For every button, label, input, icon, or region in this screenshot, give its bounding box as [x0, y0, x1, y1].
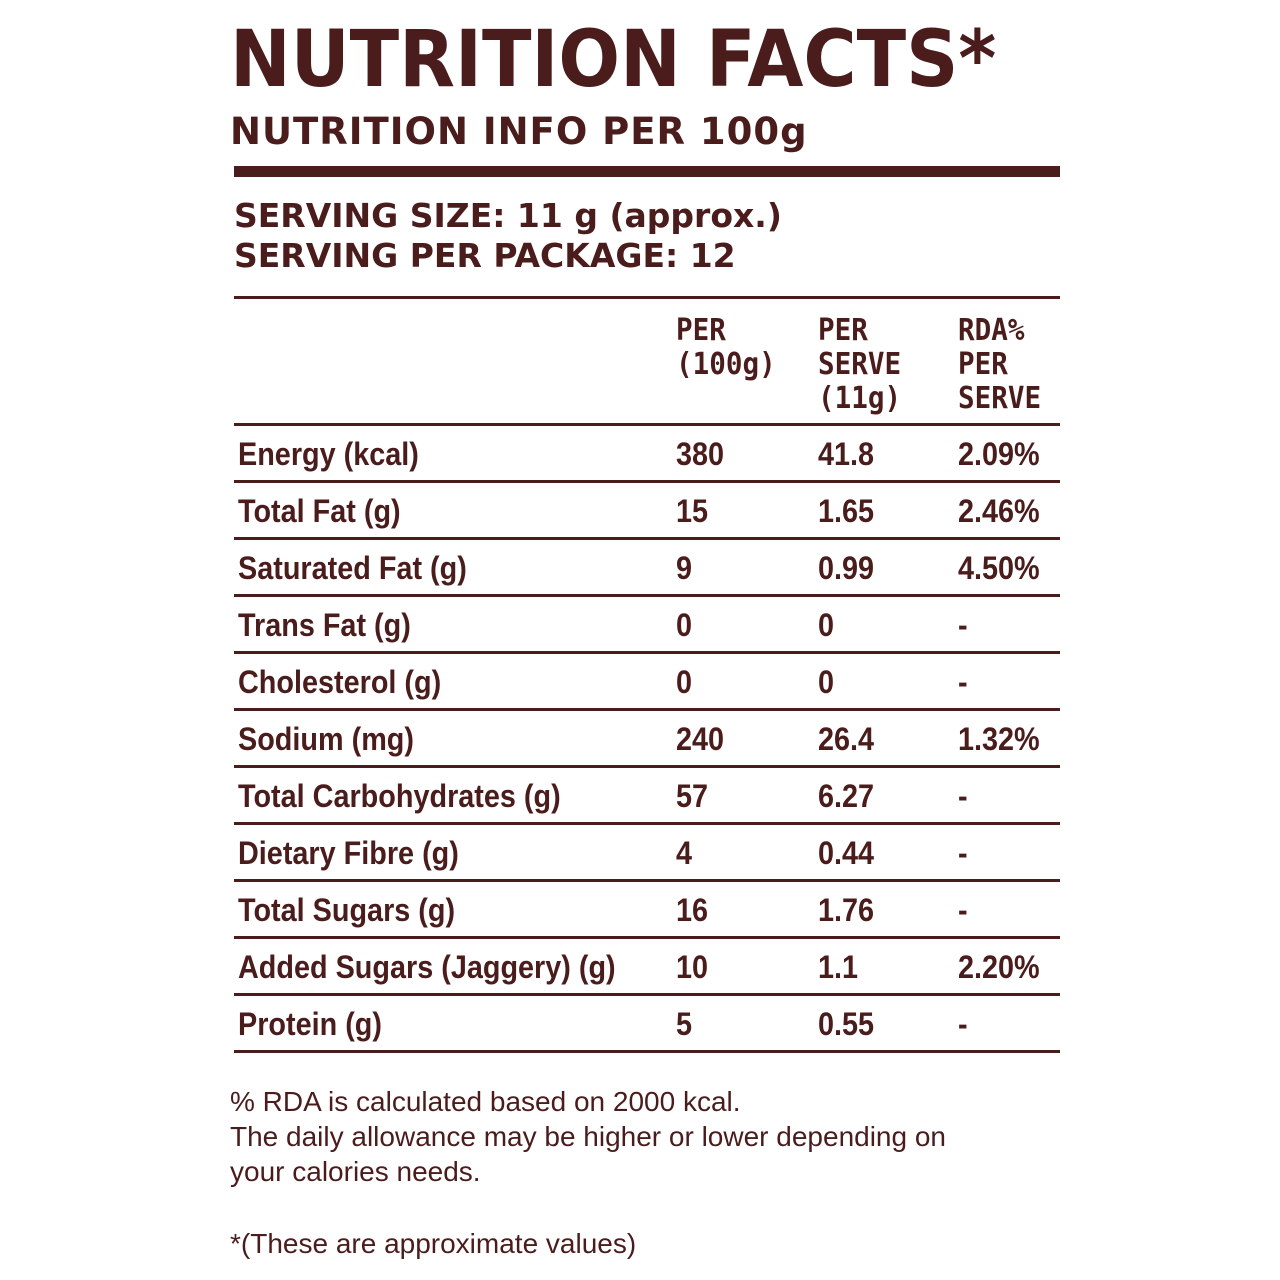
value-per-serve: 1.76	[818, 892, 875, 928]
nutrient-name: Added Sugars (Jaggery) (g)	[238, 949, 616, 985]
thick-divider	[234, 166, 1060, 177]
serving-per-package: SERVING PER PACKAGE: 12	[234, 236, 736, 275]
nutrient-name: Saturated Fat (g)	[238, 550, 467, 586]
header-per-100g: PER (100g)	[676, 313, 776, 382]
value-per-100g: 0	[676, 664, 693, 700]
value-rda: 1.32%	[958, 721, 1040, 757]
table-row: Total Carbohydrates (g) 57 6.27 -	[234, 768, 1060, 825]
header-per-serve: PER SERVE (11g)	[818, 313, 902, 416]
nutrient-name: Cholesterol (g)	[238, 664, 442, 700]
value-per-100g: 5	[676, 1006, 693, 1042]
row-divider	[234, 480, 1060, 483]
table-top-divider	[234, 296, 1060, 299]
value-per-serve: 0	[818, 664, 835, 700]
value-per-100g: 240	[676, 721, 725, 757]
value-per-serve: 0.99	[818, 550, 875, 586]
value-per-serve: 1.1	[818, 949, 859, 985]
nutrient-name: Protein (g)	[238, 1006, 382, 1042]
row-divider	[234, 537, 1060, 540]
value-rda: -	[958, 664, 968, 700]
value-per-serve: 26.4	[818, 721, 875, 757]
row-divider	[234, 936, 1060, 939]
value-rda: -	[958, 892, 968, 928]
row-divider	[234, 1050, 1060, 1053]
table-row: Sodium (mg) 240 26.4 1.32%	[234, 711, 1060, 768]
table-row: Total Sugars (g) 16 1.76 -	[234, 882, 1060, 939]
value-per-100g: 16	[676, 892, 709, 928]
table-row: Total Fat (g) 15 1.65 2.46%	[234, 483, 1060, 540]
rda-note: % RDA is calculated based on 2000 kcal.	[230, 1086, 741, 1117]
row-divider	[234, 594, 1060, 597]
table-row: Dietary Fibre (g) 4 0.44 -	[234, 825, 1060, 882]
value-per-100g: 57	[676, 778, 709, 814]
header-divider	[234, 423, 1060, 426]
value-per-100g: 10	[676, 949, 709, 985]
value-per-100g: 0	[676, 607, 693, 643]
table-row: Saturated Fat (g) 9 0.99 4.50%	[234, 540, 1060, 597]
value-per-100g: 4	[676, 835, 693, 871]
value-rda: 2.20%	[958, 949, 1040, 985]
table-row: Trans Fat (g) 0 0 -	[234, 597, 1060, 654]
row-divider	[234, 993, 1060, 996]
nutrient-name: Trans Fat (g)	[238, 607, 411, 643]
row-divider	[234, 765, 1060, 768]
nutrient-name: Energy (kcal)	[238, 436, 419, 472]
table-row: Energy (kcal) 380 41.8 2.09%	[234, 426, 1060, 483]
value-per-serve: 0.55	[818, 1006, 875, 1042]
value-per-serve: 0.44	[818, 835, 875, 871]
table-row: Added Sugars (Jaggery) (g) 10 1.1 2.20%	[234, 939, 1060, 996]
header-rda-per-serve: RDA% PER SERVE	[958, 313, 1042, 416]
value-per-100g: 9	[676, 550, 693, 586]
row-divider	[234, 708, 1060, 711]
serving-size: SERVING SIZE: 11 g (approx.)	[234, 196, 782, 235]
value-rda: 2.09%	[958, 436, 1040, 472]
nutrient-name: Total Sugars (g)	[238, 892, 456, 928]
table-row: Cholesterol (g) 0 0 -	[234, 654, 1060, 711]
nutrient-name: Total Fat (g)	[238, 493, 401, 529]
value-rda: -	[958, 607, 968, 643]
nutrient-name: Sodium (mg)	[238, 721, 414, 757]
value-rda: -	[958, 835, 968, 871]
value-per-serve: 1.65	[818, 493, 875, 529]
row-divider	[234, 822, 1060, 825]
label-subtitle: NUTRITION INFO PER 100g	[230, 110, 808, 153]
table-row: Protein (g) 5 0.55 -	[234, 996, 1060, 1053]
nutrient-name: Dietary Fibre (g)	[238, 835, 459, 871]
approximate-values-footnote: *(These are approximate values)	[230, 1228, 637, 1259]
nutrient-name: Total Carbohydrates (g)	[238, 778, 561, 814]
label-title: NUTRITION FACTS*	[230, 15, 997, 105]
row-divider	[234, 651, 1060, 654]
value-rda: -	[958, 778, 968, 814]
value-per-100g: 380	[676, 436, 725, 472]
allowance-note: The daily allowance may be higher or low…	[230, 1121, 946, 1152]
value-per-serve: 41.8	[818, 436, 875, 472]
value-per-serve: 6.27	[818, 778, 875, 814]
value-rda: -	[958, 1006, 968, 1042]
value-per-serve: 0	[818, 607, 835, 643]
row-divider	[234, 879, 1060, 882]
value-rda: 2.46%	[958, 493, 1040, 529]
value-rda: 4.50%	[958, 550, 1040, 586]
value-per-100g: 15	[676, 493, 709, 529]
allowance-note-continued: your calories needs.	[230, 1156, 481, 1187]
